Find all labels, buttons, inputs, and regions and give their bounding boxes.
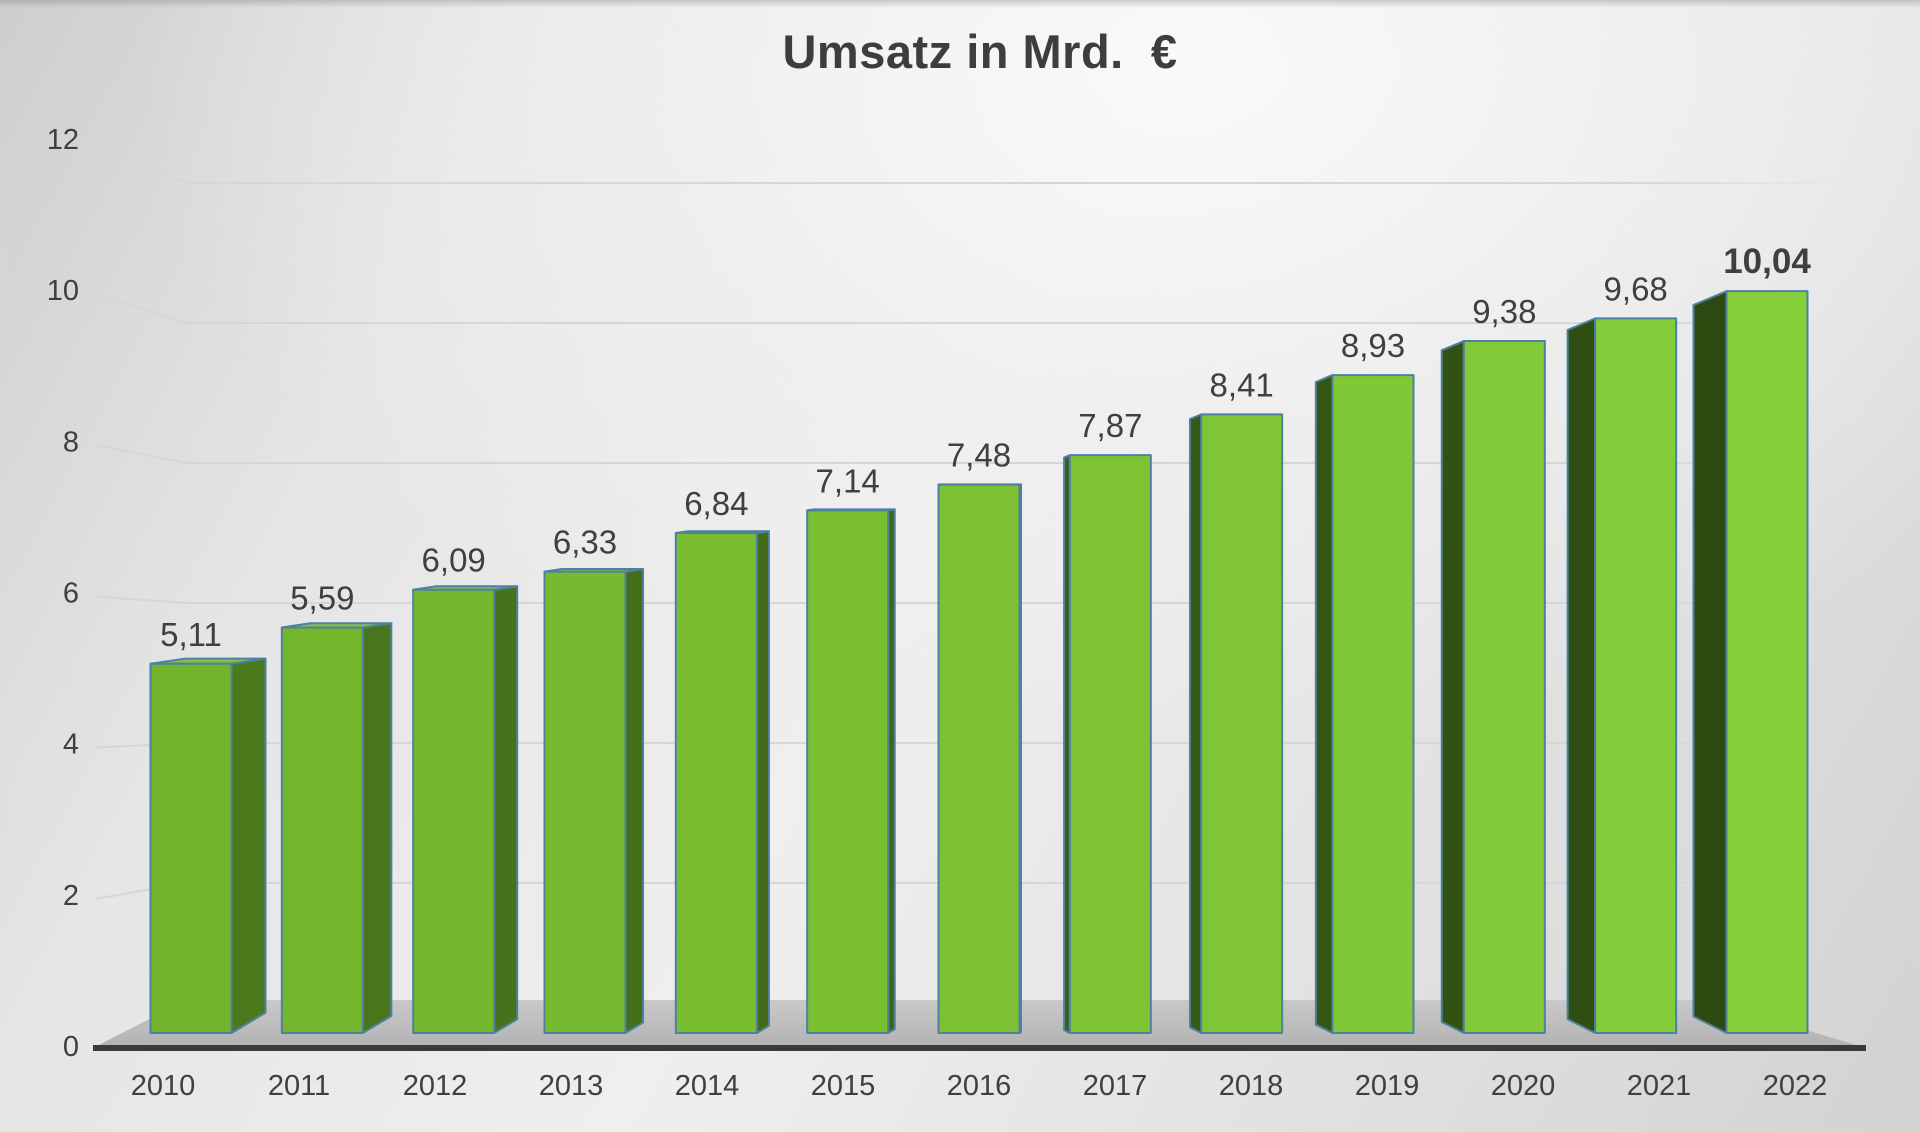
x-label-2021: 2021 xyxy=(1627,1070,1692,1102)
value-label-2017: 7,87 xyxy=(1078,407,1142,444)
x-label-2014: 2014 xyxy=(675,1070,740,1102)
bar-front-face xyxy=(1725,290,1809,1034)
value-label-2014: 6,84 xyxy=(684,485,748,522)
bar-front-face xyxy=(280,626,364,1034)
bar-front-face xyxy=(543,570,627,1034)
value-label-2013: 6,33 xyxy=(553,524,617,561)
y-tick-label-2: 2 xyxy=(63,880,79,912)
bar-2022 xyxy=(1692,290,1809,1034)
gridline-diagonal-8 xyxy=(95,444,188,464)
value-label-2016: 7,48 xyxy=(947,437,1011,474)
bar-front-face xyxy=(149,662,233,1034)
x-label-2022: 2022 xyxy=(1763,1070,1828,1102)
bar-front-face xyxy=(937,483,1021,1034)
gridline-12 xyxy=(187,182,1842,185)
bar-2016 xyxy=(937,483,1022,1034)
bar-side-face xyxy=(755,530,770,1034)
gridline-diagonal-6 xyxy=(95,595,188,604)
y-tick-label-4: 4 xyxy=(63,729,79,761)
x-label-2019: 2019 xyxy=(1355,1070,1420,1102)
x-label-2020: 2020 xyxy=(1491,1070,1556,1102)
bar-2011 xyxy=(280,622,393,1034)
value-label-2010: 5,11 xyxy=(160,616,222,653)
x-label-2018: 2018 xyxy=(1219,1070,1284,1102)
bar-front-face xyxy=(1331,374,1415,1034)
bar-side-face xyxy=(1566,317,1597,1034)
bar-2017 xyxy=(1063,454,1152,1034)
value-label-2021: 9,68 xyxy=(1604,270,1668,307)
gridline-8 xyxy=(187,462,1842,465)
value-label-2015: 7,14 xyxy=(816,462,880,499)
bar-2010 xyxy=(149,657,267,1034)
bar-front-face xyxy=(1200,413,1284,1034)
chart-title: Umsatz in Mrd. € xyxy=(782,25,1178,78)
bar-side-face xyxy=(1314,374,1334,1034)
y-tick-label-8: 8 xyxy=(63,426,79,458)
value-label-2012: 6,09 xyxy=(422,542,486,579)
bar-front-face xyxy=(412,588,496,1034)
bar-side-face xyxy=(1692,290,1728,1034)
gridline-10 xyxy=(187,322,1842,325)
value-label-2022: 10,04 xyxy=(1723,242,1811,281)
bar-2015 xyxy=(806,508,896,1034)
value-label-2020: 9,38 xyxy=(1472,293,1536,330)
gridline-diagonal-12 xyxy=(95,142,188,184)
bar-2019 xyxy=(1314,374,1415,1034)
bar-2013 xyxy=(543,567,645,1034)
y-tick-label-0: 0 xyxy=(63,1031,79,1063)
value-label-2019: 8,93 xyxy=(1341,327,1405,364)
x-label-2011: 2011 xyxy=(268,1070,330,1102)
y-tick-label-6: 6 xyxy=(63,578,79,610)
bar-2021 xyxy=(1566,317,1678,1034)
bar-side-face xyxy=(624,567,645,1034)
x-label-2017: 2017 xyxy=(1083,1070,1148,1102)
bar-side-face xyxy=(230,657,267,1034)
bar-front-face xyxy=(1462,340,1546,1034)
bar-side-face xyxy=(493,585,519,1034)
bar-front-face xyxy=(806,509,890,1034)
bar-side-face xyxy=(361,622,393,1034)
bar-2014 xyxy=(674,530,770,1034)
bar-2012 xyxy=(412,585,519,1034)
bar-front-face xyxy=(674,532,758,1034)
y-tick-label-10: 10 xyxy=(47,275,79,307)
x-label-2013: 2013 xyxy=(539,1070,604,1102)
bar-front-face xyxy=(1594,317,1678,1034)
bar-2020 xyxy=(1440,340,1546,1034)
bar-front-face xyxy=(1068,454,1152,1034)
bar-side-face xyxy=(1188,413,1203,1034)
gridline-diagonal-10 xyxy=(95,293,188,324)
value-label-2011: 5,59 xyxy=(290,580,354,617)
bar-2018 xyxy=(1188,413,1284,1034)
bar-side-face xyxy=(1440,340,1465,1034)
x-label-2016: 2016 xyxy=(947,1070,1012,1102)
x-label-2012: 2012 xyxy=(403,1070,468,1102)
y-tick-label-12: 12 xyxy=(47,124,79,156)
value-label-2018: 8,41 xyxy=(1210,366,1274,403)
x-label-2010: 2010 xyxy=(131,1070,196,1102)
x-label-2015: 2015 xyxy=(811,1070,876,1102)
